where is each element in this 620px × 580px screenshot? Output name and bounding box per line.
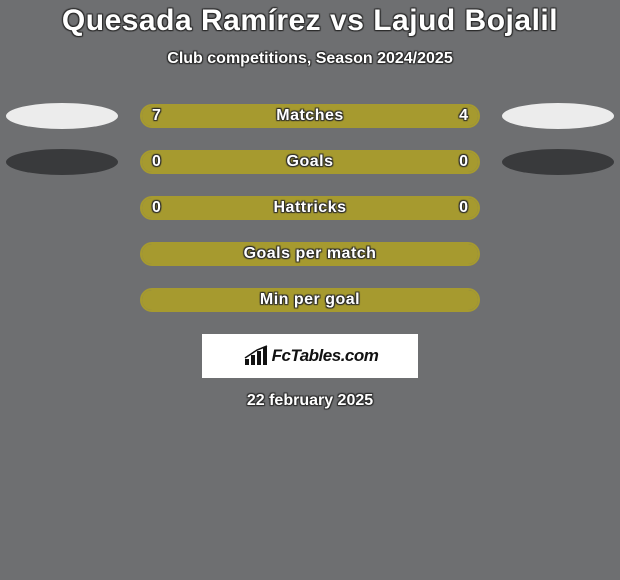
page-title: Quesada Ramírez vs Lajud Bojalil xyxy=(0,4,620,38)
stat-row: Hattricks0 0 xyxy=(0,196,620,220)
comparison-card: Quesada Ramírez vs Lajud Bojalil Club co… xyxy=(0,0,620,410)
stat-label: Hattricks xyxy=(142,198,478,218)
bar-chart-icon xyxy=(242,345,270,367)
player-oval-left xyxy=(6,103,118,129)
stat-value-right: 0 xyxy=(459,196,468,220)
stat-bar: Min per goal xyxy=(140,288,480,312)
stat-value-right: 4 xyxy=(459,104,468,128)
brand-name: FcTables.com xyxy=(272,346,379,366)
subtitle: Club competitions, Season 2024/2025 xyxy=(0,50,620,68)
stat-label: Goals xyxy=(142,152,478,172)
player-oval-left xyxy=(6,149,118,175)
stat-value-left: 7 xyxy=(152,104,161,128)
stat-row: Goals per match xyxy=(0,242,620,266)
stat-bar: Matches xyxy=(140,104,480,128)
brand-badge[interactable]: FcTables.com xyxy=(202,334,418,378)
stat-bar: Goals per match xyxy=(140,242,480,266)
stat-value-right: 0 xyxy=(459,150,468,174)
stat-rows: Matches74Goals00Hattricks00Goals per mat… xyxy=(0,104,620,312)
player-oval-right xyxy=(502,149,614,175)
player-oval-right xyxy=(502,103,614,129)
stat-value-left: 0 xyxy=(152,196,161,220)
stat-bar: Goals xyxy=(140,150,480,174)
stat-label: Min per goal xyxy=(142,290,478,310)
footer-date: 22 february 2025 xyxy=(0,392,620,410)
stat-row: Goals0 0 xyxy=(0,150,620,174)
stat-label: Matches xyxy=(142,106,478,126)
stat-label: Goals per match xyxy=(142,244,478,264)
stat-row: Min per goal xyxy=(0,288,620,312)
stat-row: Matches7 4 xyxy=(0,104,620,128)
stat-value-left: 0 xyxy=(152,150,161,174)
stat-bar: Hattricks xyxy=(140,196,480,220)
